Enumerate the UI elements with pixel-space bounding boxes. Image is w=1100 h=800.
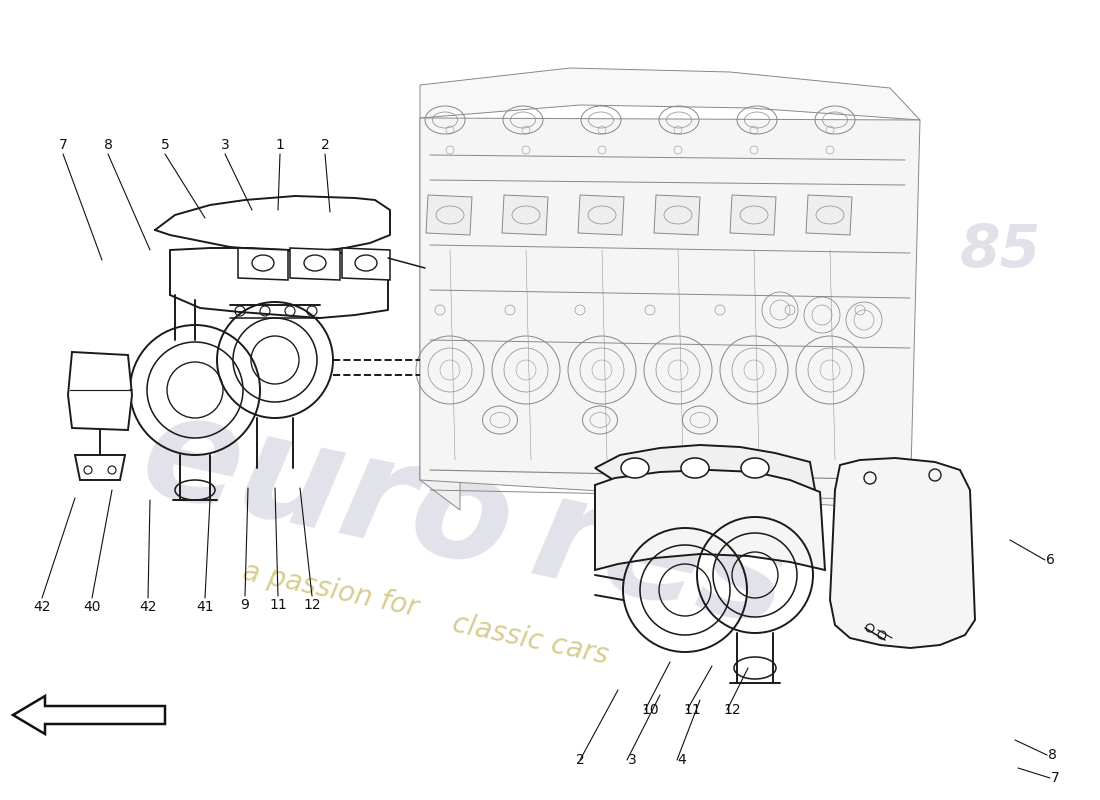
Polygon shape	[654, 195, 700, 235]
Text: 7: 7	[1050, 771, 1059, 785]
Text: 6: 6	[1046, 553, 1055, 567]
Text: 1: 1	[276, 138, 285, 152]
Ellipse shape	[252, 255, 274, 271]
Text: 3: 3	[628, 753, 637, 767]
Text: 9: 9	[241, 598, 250, 612]
Polygon shape	[420, 68, 920, 120]
Text: 4: 4	[678, 753, 686, 767]
Polygon shape	[502, 195, 548, 235]
Polygon shape	[68, 352, 132, 430]
Polygon shape	[420, 118, 460, 510]
Text: 7: 7	[58, 138, 67, 152]
Text: 40: 40	[84, 600, 101, 614]
Polygon shape	[420, 118, 920, 510]
Text: a passion for: a passion for	[240, 558, 421, 622]
Text: 42: 42	[140, 600, 156, 614]
Polygon shape	[595, 445, 815, 490]
Polygon shape	[595, 470, 825, 570]
Ellipse shape	[355, 255, 377, 271]
Polygon shape	[75, 455, 125, 480]
Polygon shape	[238, 248, 288, 280]
Text: 12: 12	[304, 598, 321, 612]
Ellipse shape	[621, 458, 649, 478]
Ellipse shape	[681, 458, 710, 478]
Text: 8: 8	[1047, 748, 1056, 762]
Text: 85: 85	[960, 222, 1042, 278]
Ellipse shape	[741, 458, 769, 478]
Text: euro: euro	[130, 382, 526, 598]
Text: 2: 2	[575, 753, 584, 767]
Ellipse shape	[304, 255, 326, 271]
Text: 41: 41	[196, 600, 213, 614]
Text: 11: 11	[270, 598, 287, 612]
Text: 3: 3	[221, 138, 230, 152]
Polygon shape	[830, 458, 975, 648]
Polygon shape	[342, 248, 390, 280]
Text: 10: 10	[641, 703, 659, 717]
Text: 5: 5	[161, 138, 169, 152]
Text: 42: 42	[33, 600, 51, 614]
Polygon shape	[806, 195, 852, 235]
Polygon shape	[730, 195, 776, 235]
Polygon shape	[426, 195, 472, 235]
Text: 11: 11	[683, 703, 701, 717]
Text: 8: 8	[103, 138, 112, 152]
Text: 12: 12	[723, 703, 740, 717]
Polygon shape	[578, 195, 624, 235]
Text: 2: 2	[320, 138, 329, 152]
FancyArrow shape	[13, 696, 165, 734]
Text: res: res	[520, 464, 802, 656]
Text: classic cars: classic cars	[450, 610, 612, 670]
Polygon shape	[290, 248, 340, 280]
